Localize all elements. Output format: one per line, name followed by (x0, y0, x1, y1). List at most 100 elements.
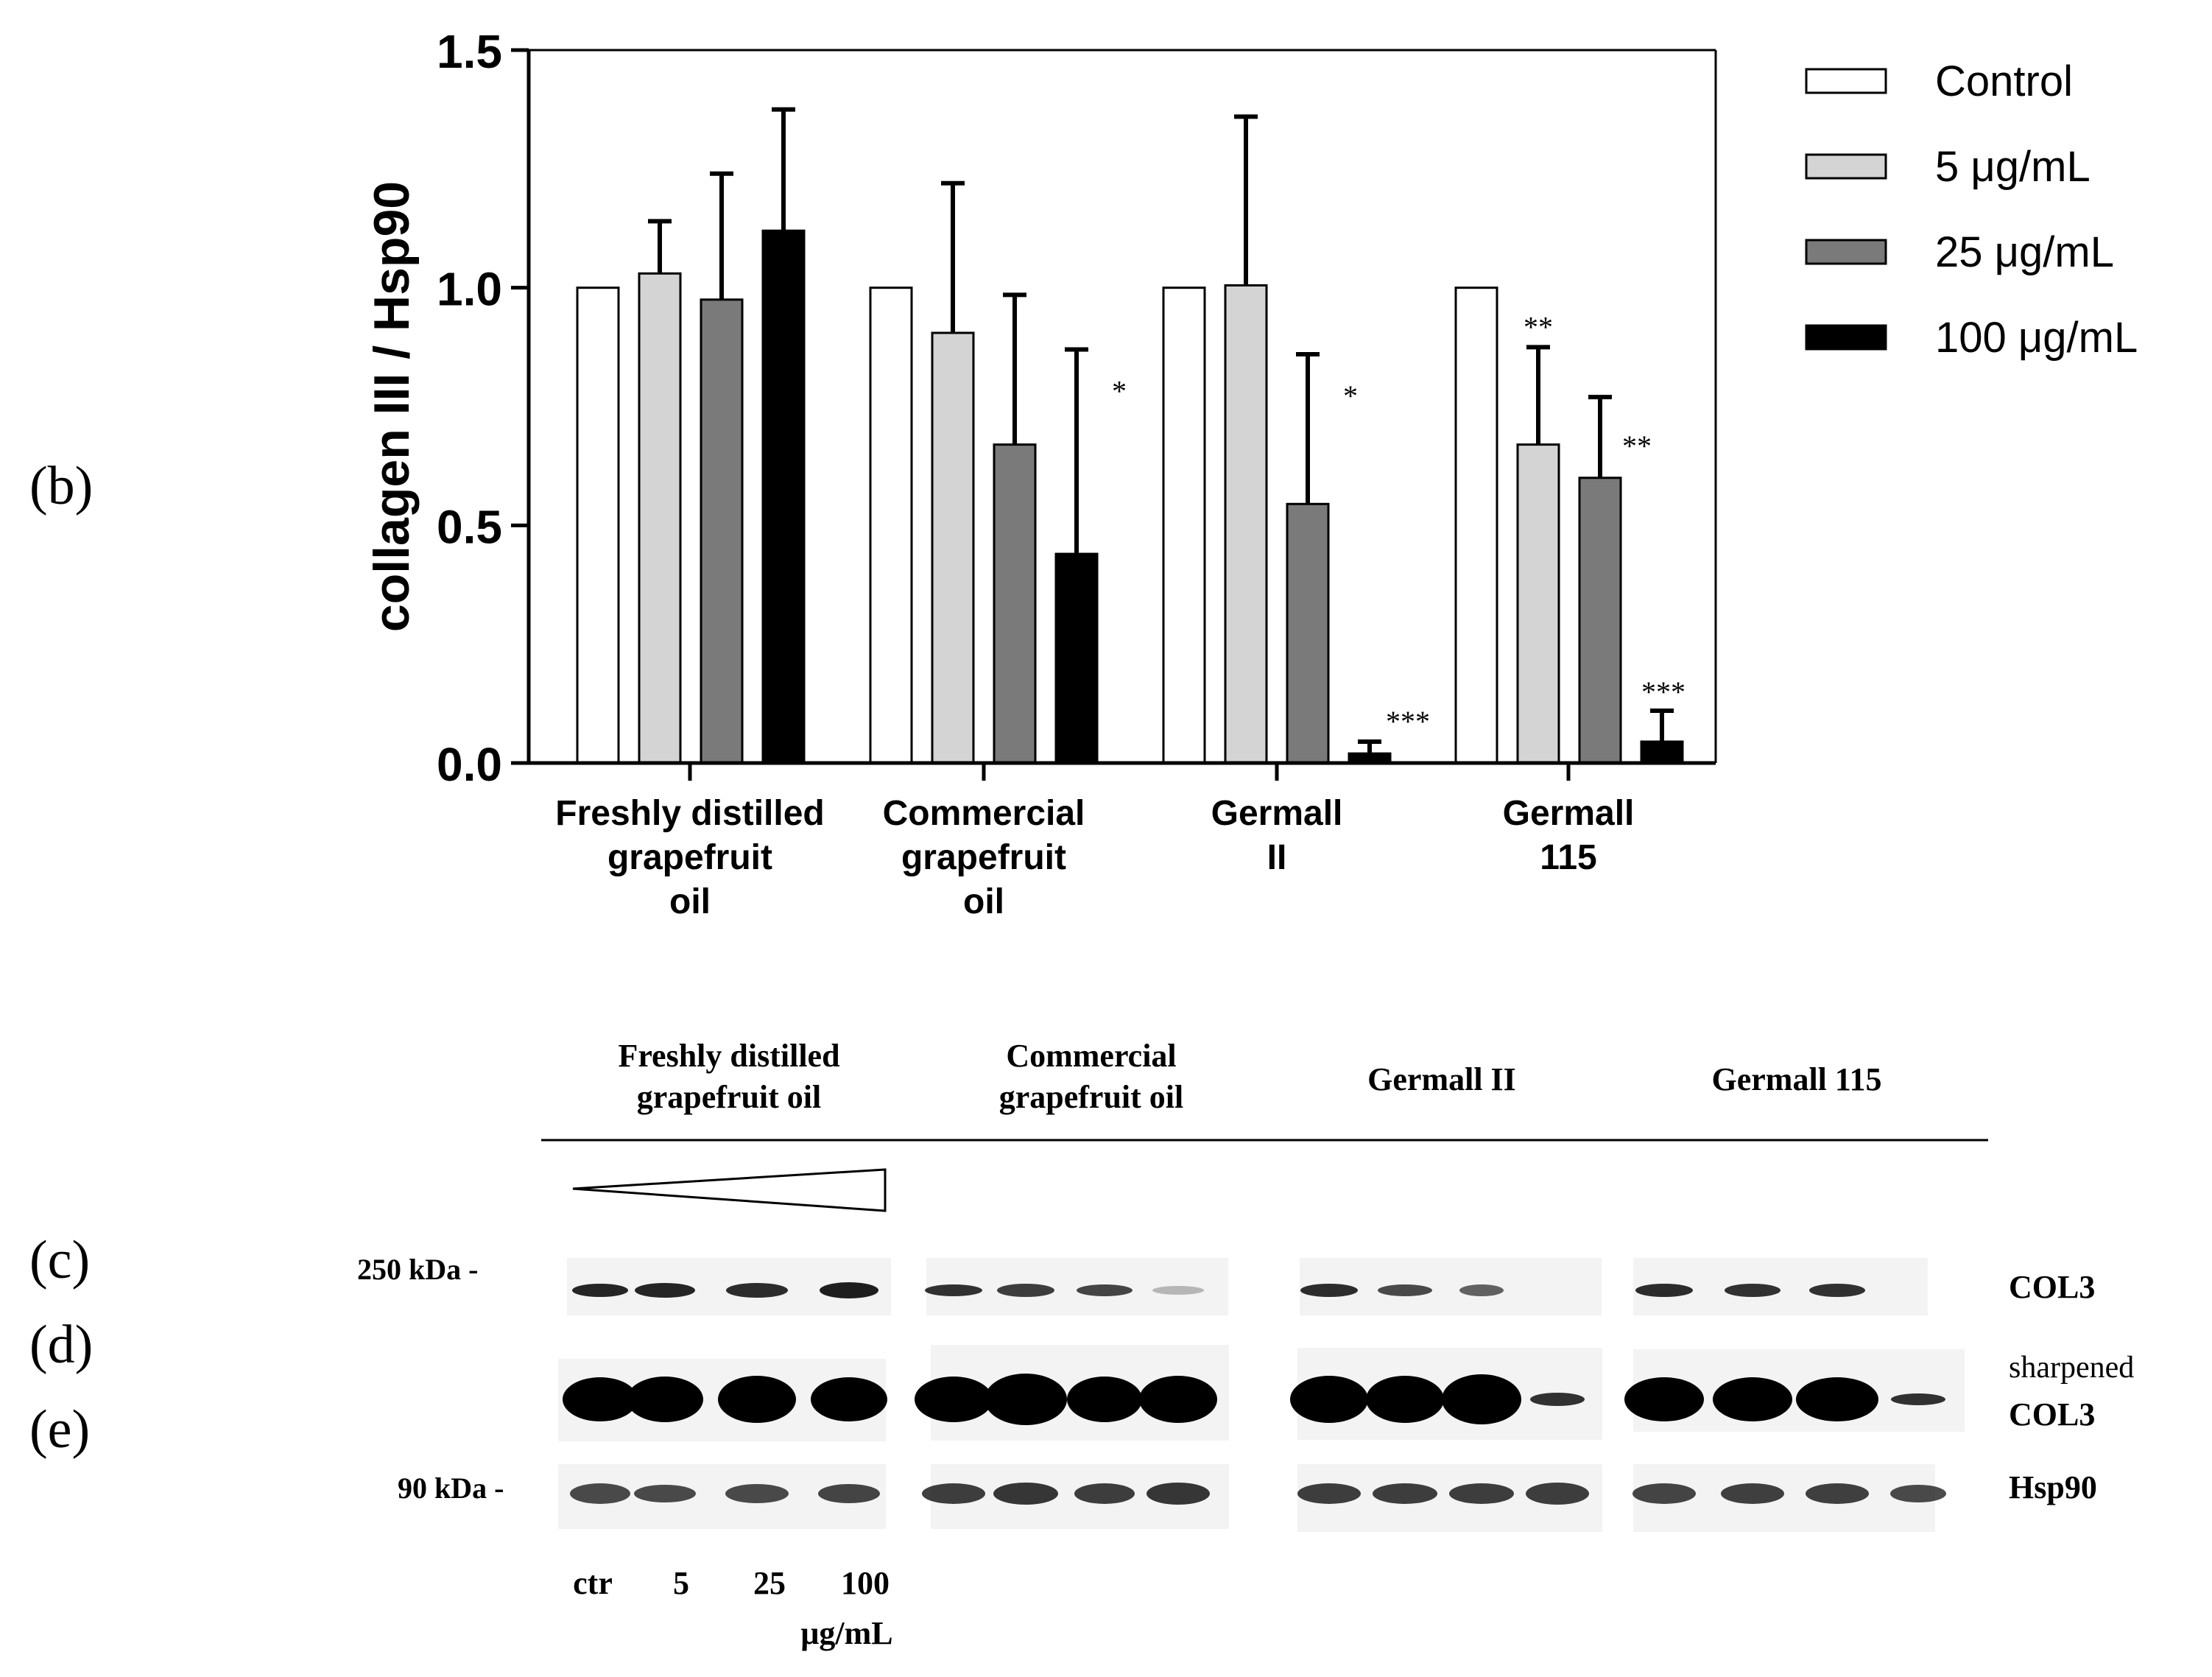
band-col3 (1459, 1284, 1504, 1296)
row-label-sharpened-col3: COL3 (2009, 1396, 2095, 1432)
bar (1454, 286, 1498, 764)
band-sharpened-col3 (1290, 1376, 1368, 1423)
x-category-label: 115 (1540, 838, 1596, 877)
band-col3 (1077, 1284, 1133, 1296)
band-hsp90 (634, 1485, 696, 1502)
x-category-label: II (1267, 838, 1287, 877)
band-hsp90 (725, 1484, 789, 1503)
bar (700, 298, 744, 764)
legend-label: Control (1935, 57, 2073, 105)
blot-group-header: Germall II (1367, 1061, 1516, 1097)
bar (1578, 477, 1622, 764)
band-hsp90 (1632, 1483, 1696, 1504)
significance-layer: ************ (1112, 310, 1686, 738)
bar (576, 286, 620, 764)
y-tick-label: 0.5 (437, 500, 502, 553)
band-sharpened-col3 (627, 1377, 703, 1422)
blot-group-header: grapefruit oil (999, 1079, 1184, 1115)
marker-250-kda: 250 kDa - (357, 1253, 478, 1286)
panel-label-c: (c) (29, 1230, 90, 1290)
band-col3 (1152, 1286, 1204, 1295)
legend-swatch (1805, 239, 1887, 265)
x-category-labels: Freshly distilled grapefruit oil Commercial… (555, 763, 1634, 921)
bar (1640, 740, 1684, 764)
significance-marker: *** (1641, 675, 1686, 709)
panel-label-d: (d) (29, 1315, 93, 1375)
band-hsp90 (922, 1483, 985, 1504)
bar (1286, 502, 1330, 764)
x-category-label: oil (669, 882, 711, 921)
band-hsp90 (1449, 1483, 1514, 1504)
band-sharpened-col3 (1442, 1374, 1521, 1424)
row-label-col3: COL3 (2009, 1269, 2095, 1305)
significance-marker: * (1112, 375, 1127, 408)
lane-label: 25 (753, 1565, 786, 1601)
band-col3 (572, 1284, 628, 1297)
bar (869, 286, 913, 764)
band-col3 (1725, 1284, 1780, 1297)
band-sharpened-col3 (1530, 1393, 1585, 1406)
western-blot: Freshly distilled grapefruit oil Commercia… (357, 1038, 2134, 1651)
band-col3 (1300, 1284, 1358, 1297)
x-category-label: Commercial (883, 794, 1085, 833)
band-sharpened-col3 (563, 1377, 638, 1421)
x-category-label: Germall (1503, 794, 1635, 833)
bar (1224, 284, 1268, 764)
band-hsp90 (1297, 1483, 1361, 1504)
band-hsp90 (1721, 1483, 1784, 1504)
bar (1162, 286, 1206, 764)
bar (1516, 443, 1560, 764)
band-hsp90 (1890, 1485, 1946, 1502)
band-sharpened-col3 (811, 1377, 887, 1421)
legend-swatch (1805, 153, 1887, 180)
marker-90-kda: 90 kDa - (398, 1472, 504, 1505)
significance-marker: ** (1524, 310, 1553, 343)
y-ticks: 0.0 0.5 1.0 1.5 (437, 25, 529, 791)
lane-label: ctr (573, 1565, 613, 1601)
blot-group-header: Germall 115 (1712, 1061, 1882, 1097)
band-sharpened-col3 (1067, 1377, 1142, 1422)
blot-group-header: Freshly distilled (618, 1038, 839, 1074)
error-bars-layer (648, 107, 1674, 754)
band-hsp90 (1526, 1483, 1589, 1505)
blot-group-header: grapefruit oil (637, 1079, 822, 1115)
band-sharpened-col3 (1624, 1377, 1704, 1421)
legend-label: 25 μg/mL (1935, 228, 2114, 276)
lane-label: 100 (841, 1565, 890, 1601)
bar (993, 443, 1037, 764)
band-col3 (1635, 1284, 1693, 1297)
legend-label: 100 μg/mL (1935, 314, 2138, 362)
significance-marker: * (1343, 379, 1358, 412)
band-col3 (635, 1283, 695, 1298)
band-col3 (925, 1284, 982, 1296)
band-col3 (1378, 1284, 1432, 1296)
band-sharpened-col3 (985, 1374, 1067, 1425)
legend-swatch (1805, 324, 1887, 351)
concentration-gradient-wedge (572, 1168, 887, 1212)
band-hsp90 (1074, 1483, 1135, 1504)
band-sharpened-col3 (1366, 1376, 1444, 1423)
legend-label: 5 μg/mL (1935, 143, 2091, 191)
blot-group-headers: Freshly distilled grapefruit oil Commercia… (618, 1038, 1881, 1115)
band-hsp90 (993, 1483, 1058, 1505)
significance-marker: ** (1622, 429, 1652, 463)
x-category-label: grapefruit (901, 838, 1066, 877)
band-sharpened-col3 (1139, 1376, 1217, 1423)
bar-chart: ************ 0.00.51.01.5 Freshly distil… (364, 25, 2138, 921)
y-tick-label: 1.5 (437, 25, 502, 78)
band-hsp90 (1806, 1483, 1869, 1504)
lane-label: 5 (673, 1565, 689, 1601)
lane-labels: ctr 5 25 100 (573, 1565, 890, 1601)
bar (1054, 552, 1099, 764)
x-category-label: Germall (1211, 794, 1343, 833)
band-sharpened-col3 (1891, 1393, 1945, 1405)
x-category-label: Freshly distilled (555, 794, 824, 833)
band-col3 (726, 1283, 788, 1298)
unit-label: μg/mL (800, 1615, 892, 1651)
panel-label-e: (e) (29, 1399, 90, 1460)
x-category-label: oil (963, 882, 1004, 921)
bar (638, 272, 682, 764)
panel-label-b: (b) (29, 456, 93, 516)
legend: Control 5 μg/mL 25 μg/mL 100 μg/mL (1805, 57, 2138, 362)
